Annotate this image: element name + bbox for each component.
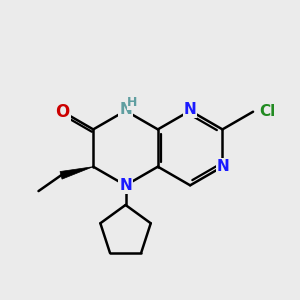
- Text: N: N: [217, 159, 230, 174]
- Text: H: H: [127, 96, 138, 110]
- Text: O: O: [56, 103, 70, 121]
- Text: N: N: [119, 102, 132, 117]
- Text: Cl: Cl: [259, 104, 275, 119]
- Text: N: N: [119, 178, 132, 193]
- Polygon shape: [60, 167, 93, 179]
- Text: N: N: [184, 102, 197, 117]
